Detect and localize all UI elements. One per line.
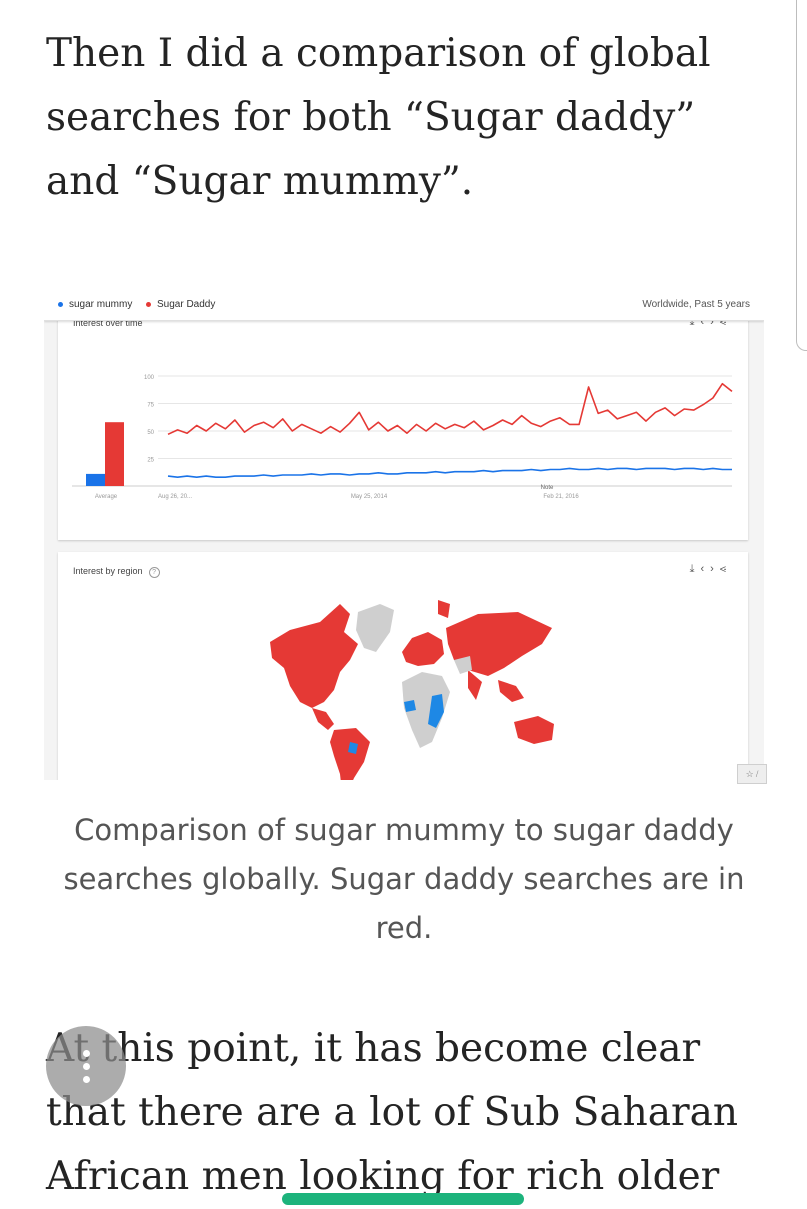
region-central-america — [312, 708, 334, 730]
legend-dot-blue-icon — [58, 302, 63, 307]
download-icon[interactable]: ⤓ — [689, 316, 701, 328]
average-bar-sugar-mummy — [86, 473, 105, 486]
body-paragraph: At this point, it has become clear that … — [46, 1026, 739, 1199]
region-greenland — [356, 604, 394, 652]
interest-by-region-card: Interest by region? ⤓‹›⋖ — [58, 552, 748, 780]
series-line-sugar-mummy — [167, 467, 732, 478]
region-europe — [402, 632, 444, 666]
more-dot-icon — [83, 1076, 90, 1083]
x-tick-label: Aug 26, 20... — [158, 494, 192, 500]
legend-sugar-daddy: Sugar Daddy — [146, 299, 215, 310]
region-middle-east — [454, 656, 472, 674]
legend-label-sugar-daddy: Sugar Daddy — [157, 299, 216, 310]
average-bar-sugar-daddy — [105, 422, 124, 486]
region-north-america — [270, 604, 358, 708]
star-badge-icon[interactable]: ☆ / — [737, 764, 767, 784]
y-tick-label: 25 — [147, 458, 154, 464]
more-dot-icon — [83, 1063, 90, 1070]
interest-over-time-title: Interest over time — [73, 318, 143, 328]
more-dot-icon — [83, 1050, 90, 1057]
region-india — [468, 670, 482, 700]
region-east-africa — [428, 694, 444, 728]
region-bolivia — [348, 742, 358, 754]
share-icon[interactable]: ⋖ — [719, 563, 732, 575]
figure-caption: Comparison of sugar mummy to sugar daddy… — [63, 813, 745, 945]
region-southeast-asia — [498, 680, 524, 702]
help-icon[interactable]: ? — [148, 567, 160, 578]
intro-paragraph: Then I did a comparison of global search… — [46, 31, 711, 204]
y-tick-label: 50 — [147, 430, 154, 436]
region-australia — [514, 716, 554, 744]
legend-bar: sugar mummy Sugar Daddy Worldwide, Past … — [44, 288, 764, 321]
average-label: Average — [95, 494, 118, 500]
trends-screenshot: sugar mummy Sugar Daddy Worldwide, Past … — [44, 288, 764, 780]
region-south-america — [330, 728, 370, 780]
download-icon[interactable]: ⤓ — [689, 563, 701, 575]
interest-over-time-chart: 100 75 50 25 Average Aug 26, 20... May 25, 201… — [72, 375, 733, 500]
interest-by-region-title: Interest by region — [73, 566, 143, 576]
bottom-action-bar[interactable] — [282, 1193, 524, 1205]
region-africa — [402, 672, 450, 748]
region-scandinavia — [438, 600, 450, 618]
legend-label-sugar-mummy: sugar mummy — [69, 299, 133, 310]
card-tools-2: ⤓‹›⋖ — [690, 563, 732, 576]
y-tick-label: 75 — [147, 403, 154, 409]
region-west-africa — [404, 700, 416, 712]
interest-by-region-header: Interest by region? — [73, 566, 160, 578]
legend-sugar-mummy: sugar mummy — [58, 299, 132, 310]
legend-dot-red-icon — [146, 302, 151, 307]
share-icon[interactable]: ⋖ — [719, 316, 732, 328]
y-tick-label: 100 — [144, 375, 155, 381]
scope-label: Worldwide, Past 5 years — [642, 299, 750, 310]
note-label: Note — [541, 485, 554, 491]
series-line-sugar-daddy — [167, 382, 733, 436]
region-asia — [446, 612, 552, 676]
x-tick-label: May 25, 2014 — [351, 494, 388, 500]
interest-over-time-card: Interest over time ⤓‹›⋖ 100 75 50 25 Average… — [58, 310, 748, 540]
embed-icon[interactable]: ‹› — [700, 563, 720, 575]
x-tick-label: Feb 21, 2016 — [543, 494, 579, 500]
world-map — [270, 600, 554, 780]
more-options-button[interactable] — [46, 1026, 126, 1106]
scrollbar-edge[interactable] — [796, 0, 807, 351]
